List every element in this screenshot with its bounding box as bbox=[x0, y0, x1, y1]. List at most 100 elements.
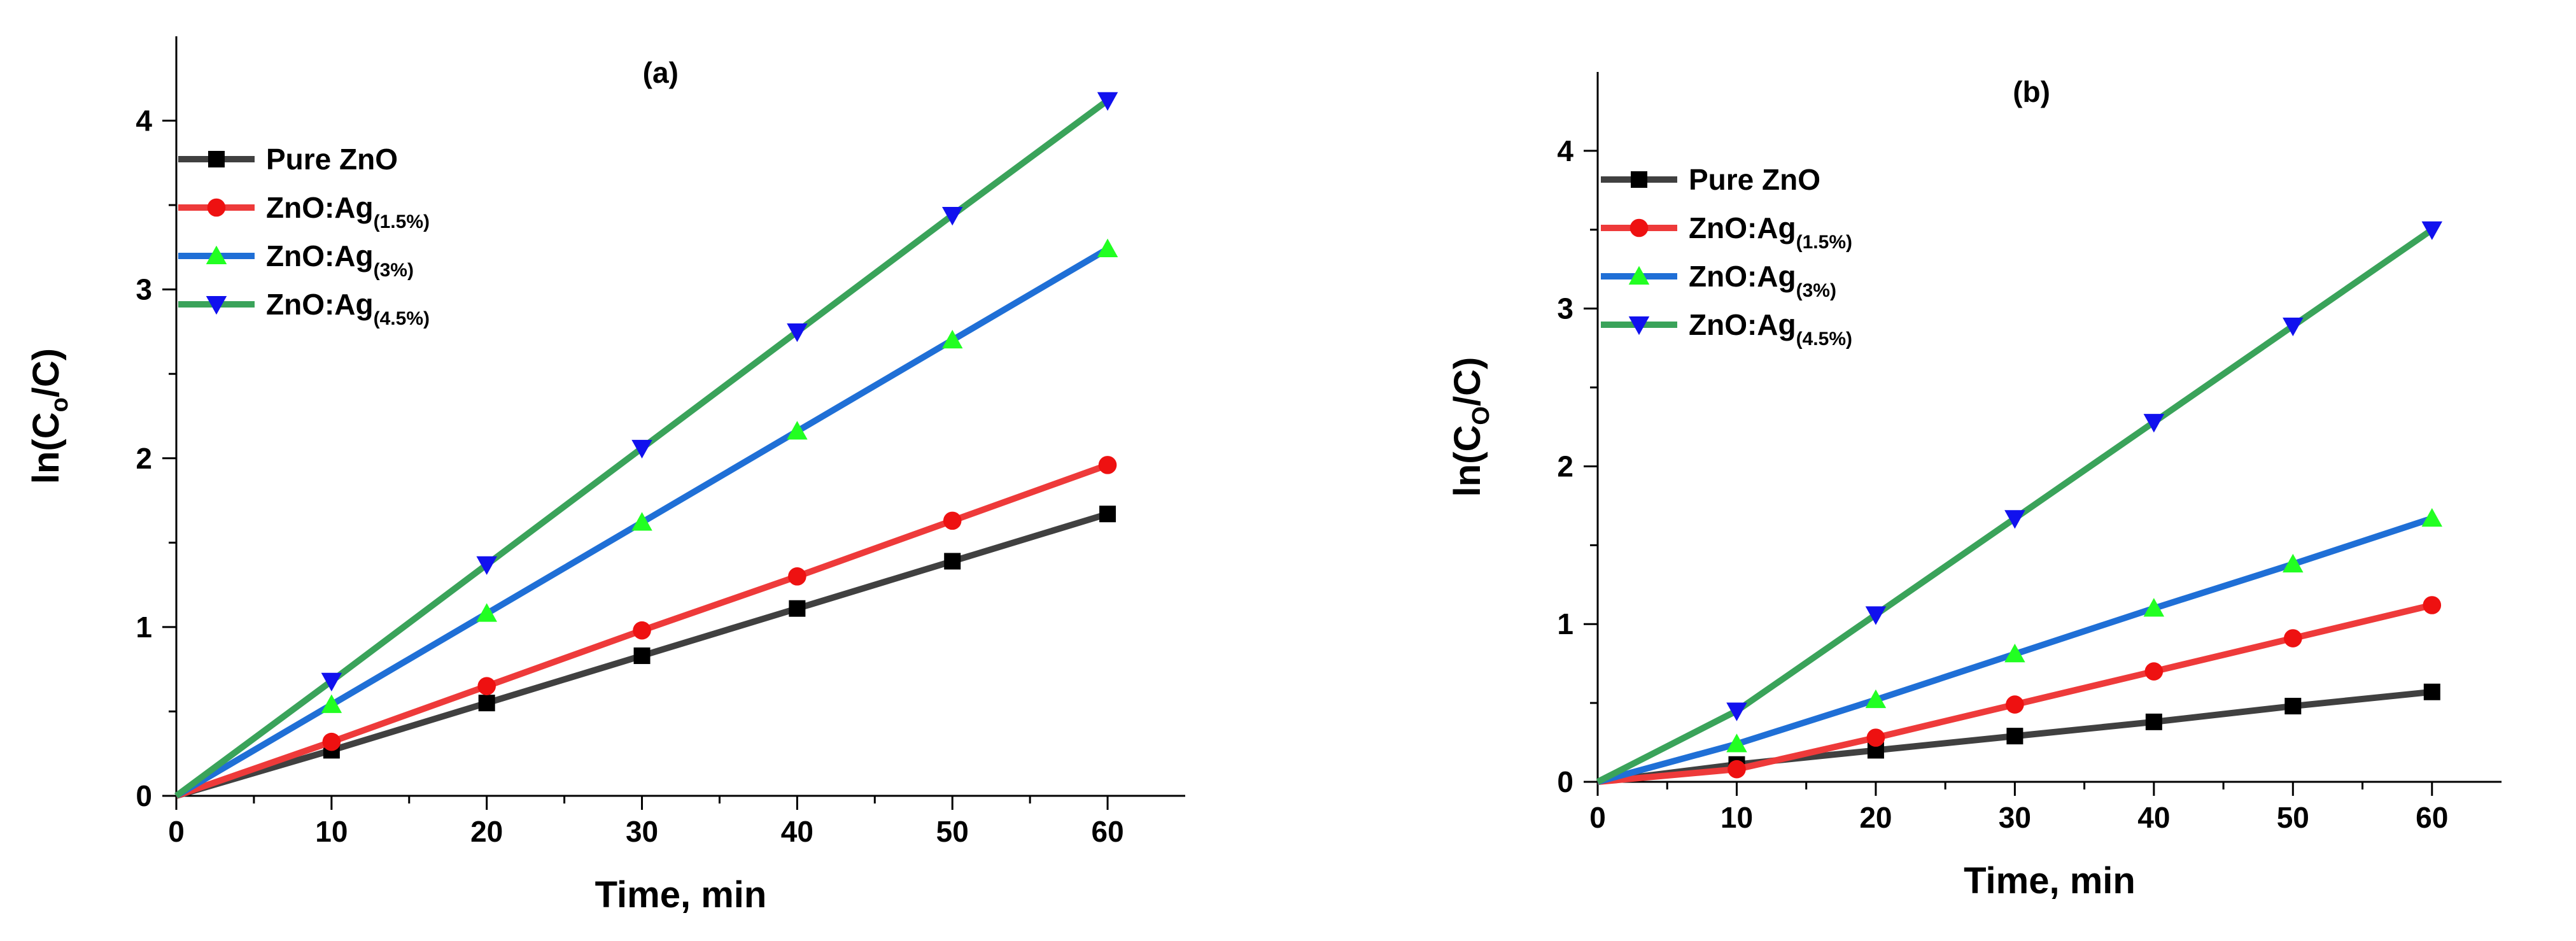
y-tick-label: 2 bbox=[1557, 449, 1573, 483]
legend-marker-a-2 bbox=[206, 245, 227, 264]
series-b-1 bbox=[1597, 596, 2442, 785]
data-point-a-2-1 bbox=[321, 694, 342, 713]
data-point-b-0-5 bbox=[2284, 698, 2302, 715]
data-point-a-1-2 bbox=[477, 677, 496, 695]
data-point-b-1-2 bbox=[1866, 728, 1885, 747]
data-point-a-0-4 bbox=[789, 600, 806, 617]
x-axis-title-a: Time, min bbox=[595, 874, 767, 916]
data-point-b-2-1 bbox=[1726, 733, 1747, 753]
x-tick-label: 40 bbox=[781, 815, 813, 848]
data-point-a-0-2 bbox=[478, 695, 495, 712]
data-point-a-3-4 bbox=[787, 323, 808, 343]
data-point-b-1-5 bbox=[2284, 629, 2302, 647]
y-axis-title-b: ln(CO/C) bbox=[1447, 357, 1495, 497]
x-tick-label: 60 bbox=[1091, 815, 1123, 848]
data-point-b-3-5 bbox=[2283, 317, 2304, 337]
data-point-a-1-3 bbox=[633, 621, 651, 640]
data-point-a-1-5 bbox=[943, 511, 962, 530]
legend-marker-a-1 bbox=[207, 198, 226, 217]
x-tick-label: 60 bbox=[2416, 801, 2448, 834]
legend-a: Pure ZnO ZnO:Ag(1.5%) ZnO:Ag(3%) ZnO:Ag(4.5… bbox=[178, 143, 430, 329]
x-tick-label: 10 bbox=[1721, 801, 1753, 834]
legend-label-b-3: ZnO:Ag(4.5%) bbox=[1689, 308, 1852, 350]
x-axis-title-b: Time, min bbox=[1964, 860, 2136, 902]
panel-label-b: (b) bbox=[2013, 75, 2050, 108]
legend-marker-b-2 bbox=[1628, 265, 1650, 285]
data-point-a-2-6 bbox=[1097, 238, 1118, 258]
legend-label-a-0: Pure ZnO bbox=[266, 143, 398, 176]
data-point-a-2-2 bbox=[476, 603, 497, 622]
data-point-b-1-6 bbox=[2423, 596, 2442, 614]
data-point-b-2-5 bbox=[2283, 553, 2304, 573]
data-point-a-1-6 bbox=[1098, 456, 1117, 474]
series-b-2 bbox=[1596, 507, 2443, 785]
y-tick-label: 3 bbox=[136, 273, 152, 306]
data-point-a-0-3 bbox=[633, 647, 651, 664]
data-point-a-3-2 bbox=[476, 556, 497, 576]
data-point-a-3-1 bbox=[321, 672, 342, 691]
data-point-b-2-3 bbox=[2004, 644, 2025, 663]
data-point-b-1-1 bbox=[1728, 760, 1746, 779]
chart-panel-a: 0 10 20 30 40 50 60 0 1 2 3 4 Time, min ln(Co/C) (a) Pu… bbox=[25, 36, 1185, 916]
data-point-a-2-4 bbox=[787, 421, 808, 440]
data-point-b-1-4 bbox=[2144, 662, 2164, 681]
legend-label-a-3: ZnO:Ag(4.5%) bbox=[266, 288, 430, 329]
data-point-a-0-6 bbox=[1099, 506, 1116, 523]
legend-marker-a-0 bbox=[208, 151, 225, 167]
data-point-b-3-3 bbox=[2004, 510, 2025, 529]
y-tick-label: 0 bbox=[1557, 765, 1573, 798]
y-tick-label: 4 bbox=[136, 104, 152, 138]
x-tick-label: 20 bbox=[1859, 801, 1892, 834]
y-tick-label: 1 bbox=[136, 611, 152, 644]
x-tick-label: 30 bbox=[626, 815, 658, 848]
x-tick-label: 20 bbox=[470, 815, 503, 848]
data-point-a-3-6 bbox=[1097, 92, 1118, 111]
data-point-b-3-2 bbox=[1865, 606, 1887, 625]
legend-label-b-0: Pure ZnO bbox=[1689, 163, 1820, 196]
data-point-b-2-6 bbox=[2421, 507, 2443, 527]
data-point-a-2-3 bbox=[631, 512, 652, 531]
data-point-b-2-2 bbox=[1865, 689, 1887, 709]
legend-marker-b-0 bbox=[1631, 171, 1647, 188]
series-a-1 bbox=[175, 456, 1117, 799]
series-a-3 bbox=[174, 92, 1118, 799]
y-tick-label: 0 bbox=[136, 779, 152, 812]
legend-b: Pure ZnO ZnO:Ag(1.5%) ZnO:Ag(3%) ZnO:Ag(4.5… bbox=[1601, 163, 1852, 350]
data-point-b-3-6 bbox=[2421, 221, 2443, 241]
legend-label-a-1: ZnO:Ag(1.5%) bbox=[266, 191, 430, 232]
y-tick-label: 1 bbox=[1557, 607, 1573, 640]
series-b-3 bbox=[1596, 221, 2443, 785]
data-point-a-2-5 bbox=[941, 329, 963, 349]
y-tick-label: 3 bbox=[1557, 292, 1573, 325]
series-a-2 bbox=[174, 238, 1118, 799]
data-point-b-0-6 bbox=[2423, 683, 2440, 700]
legend-label-b-1: ZnO:Ag(1.5%) bbox=[1689, 211, 1852, 253]
data-point-b-1-3 bbox=[2006, 695, 2024, 714]
legend-label-b-2: ZnO:Ag(3%) bbox=[1689, 260, 1836, 301]
legend-marker-b-3 bbox=[1628, 316, 1650, 336]
data-point-a-1-4 bbox=[788, 567, 806, 586]
data-point-a-3-5 bbox=[941, 207, 963, 226]
data-point-a-0-5 bbox=[944, 553, 961, 570]
chart-panel-b: 0 10 20 30 40 50 60 0 1 2 3 4 Time, min ln(CO/C) (b) Pu… bbox=[1447, 72, 2502, 902]
x-tick-label: 30 bbox=[1999, 801, 2031, 834]
data-point-b-3-4 bbox=[2143, 414, 2165, 433]
y-axis-title-a: ln(Co/C) bbox=[25, 348, 73, 484]
legend-label-a-2: ZnO:Ag(3%) bbox=[266, 239, 414, 281]
legend-marker-b-1 bbox=[1629, 218, 1649, 237]
data-point-a-3-3 bbox=[631, 439, 652, 459]
legend-marker-a-3 bbox=[206, 296, 227, 315]
panel-label-a: (a) bbox=[643, 56, 679, 89]
y-tick-label: 2 bbox=[136, 442, 152, 475]
data-point-b-0-3 bbox=[2006, 728, 2023, 745]
y-tick-label: 4 bbox=[1557, 134, 1573, 167]
x-tick-label: 0 bbox=[168, 815, 185, 848]
data-point-b-3-1 bbox=[1726, 702, 1747, 721]
data-point-a-1-1 bbox=[322, 732, 341, 751]
data-point-b-2-4 bbox=[2143, 598, 2165, 617]
data-point-b-0-4 bbox=[2145, 713, 2162, 730]
x-tick-label: 50 bbox=[2277, 801, 2309, 834]
x-tick-label: 50 bbox=[936, 815, 969, 848]
